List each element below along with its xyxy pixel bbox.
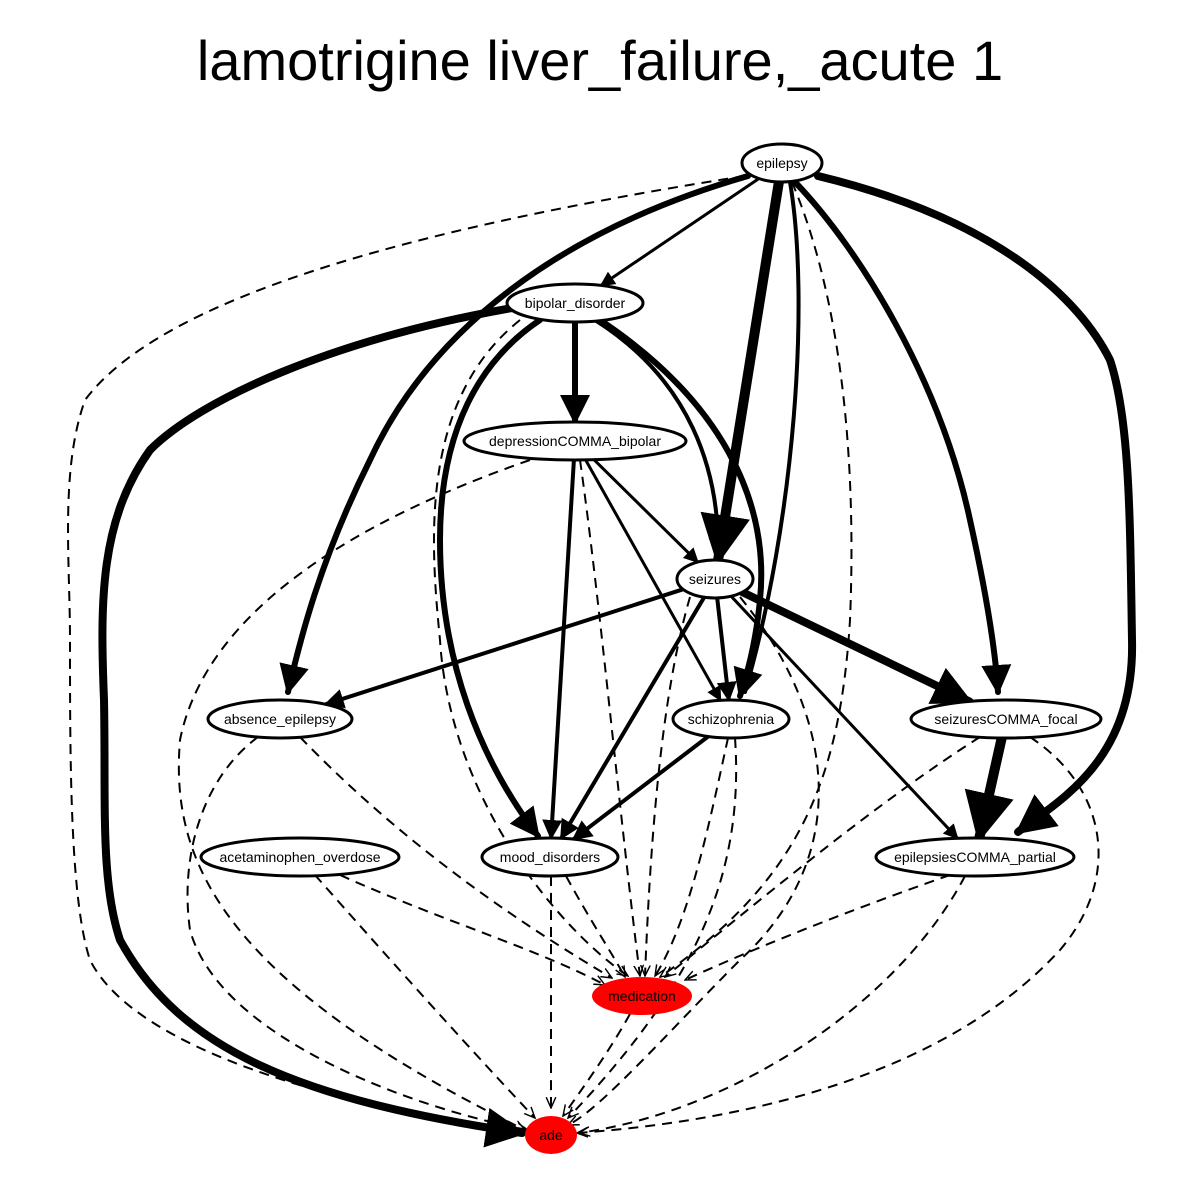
edge-acetaminophen_overdose-to-medication [340,875,605,985]
node-epilepsiesCOMMA_partial: epilepsiesCOMMA_partial [876,838,1074,876]
edge-epilepsiesCOMMA_partial-to-medication [685,875,950,980]
edge-seizures-to-schizophrenia [717,598,729,700]
nodes-layer: epilepsy bipolar_disorder depressionCOMMA_… [201,144,1101,1154]
node-seizuresCOMMA_focal: seizuresCOMMA_focal [911,700,1101,738]
edge-absence_epilepsy-to-ade [188,737,528,1130]
node-bipolar_disorder: bipolar_disorder [507,284,643,322]
edge-seizures-to-medication [645,597,690,976]
node-label-medication: medication [608,988,676,1004]
node-label-depressionCOMMA_bipolar: depressionCOMMA_bipolar [489,433,661,449]
node-label-mood_disorders: mood_disorders [500,849,600,865]
edge-epilepsy-to-seizuresCOMMA_focal [795,182,998,692]
node-label-schizophrenia: schizophrenia [688,711,775,727]
node-label-bipolar_disorder: bipolar_disorder [525,295,626,311]
node-depressionCOMMA_bipolar: depressionCOMMA_bipolar [464,422,686,460]
edge-seizuresCOMMA_focal-to-epilepsiesCOMMA_partial [979,738,1001,838]
node-label-absence_epilepsy: absence_epilepsy [224,711,336,727]
edge-mood_disorders-to-medication [566,876,625,977]
node-epilepsy: epilepsy [742,144,822,182]
node-label-seizures: seizures [689,571,741,587]
edge-depressionCOMMA_bipolar-to-mood_disorders [551,460,574,838]
node-absence_epilepsy: absence_epilepsy [208,700,352,738]
node-seizures: seizures [677,560,753,598]
node-schizophrenia: schizophrenia [673,700,789,738]
edge-bipolar_disorder-to-mood_disorders [440,320,540,836]
edge-seizuresCOMMA_focal-to-ade [577,737,1099,1133]
edge-epilepsy-to-bipolar_disorder [601,179,759,286]
edge-schizophrenia-to-mood_disorders [573,737,708,840]
node-label-epilepsiesCOMMA_partial: epilepsiesCOMMA_partial [894,849,1056,865]
edge-depressionCOMMA_bipolar-to-ade [179,460,530,1130]
node-label-ade: ade [539,1127,563,1143]
node-ade: ade [525,1116,577,1154]
node-label-seizuresCOMMA_focal: seizuresCOMMA_focal [934,711,1077,727]
node-medication: medication [592,977,692,1015]
edge-schizophrenia-to-ade [568,738,736,1118]
node-label-epilepsy: epilepsy [756,155,807,171]
edge-medication-to-ade [563,1014,630,1116]
node-mood_disorders: mood_disorders [482,838,618,876]
edge-schizophrenia-to-medication [655,738,728,976]
edge-depressionCOMMA_bipolar-to-seizures [594,460,698,562]
node-label-acetaminophen_overdose: acetaminophen_overdose [219,849,380,865]
edge-seizures-to-absence_epilepsy [326,589,683,704]
node-acetaminophen_overdose: acetaminophen_overdose [201,838,399,876]
